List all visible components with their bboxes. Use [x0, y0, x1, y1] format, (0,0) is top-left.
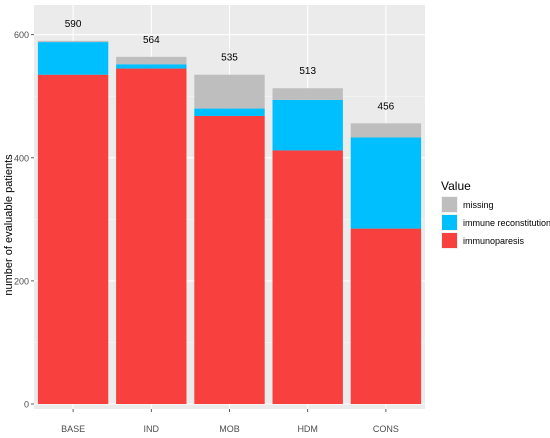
x-axis: BASE IND MOB HDM CONS: [61, 409, 399, 434]
legend-swatch-missing: [442, 197, 457, 212]
legend: Value missing immune reconstitution immuno…: [441, 179, 550, 249]
legend-swatch-immunoparesis: [442, 233, 457, 248]
bar-immune-reconstitution-mob: [194, 108, 265, 116]
bars: [37, 40, 422, 405]
x-tick-label: HDM: [297, 424, 318, 434]
y-tick-label: 400: [14, 153, 29, 163]
bar-missing-hdm: [272, 88, 343, 100]
y-axis: 0 200 400 600: [14, 30, 34, 410]
y-tick-label: 200: [14, 276, 29, 286]
legend-label: immune reconstitution: [463, 218, 550, 228]
y-tick-label: 0: [24, 400, 29, 410]
bar-immune-reconstitution-cons: [350, 137, 422, 229]
bar-missing-ind: [116, 56, 187, 65]
total-label: 590: [65, 19, 82, 30]
bar-immunoparesis-hdm: [272, 150, 343, 404]
bar-immunoparesis-mob: [194, 115, 265, 405]
bar-immunoparesis-cons: [350, 228, 422, 404]
x-tick-label: MOB: [219, 424, 240, 434]
bar-immunoparesis-base: [37, 74, 109, 405]
bar-immune-reconstitution-base: [37, 42, 109, 75]
legend-swatch-immune-reconstitution: [442, 215, 457, 230]
legend-label: missing: [463, 200, 494, 210]
y-axis-title: number of evaluable patients: [3, 154, 15, 296]
total-label: 535: [221, 53, 238, 64]
x-tick-label: IND: [144, 424, 160, 434]
legend-label: immunoparesis: [463, 236, 525, 246]
y-tick-label: 600: [14, 30, 29, 40]
x-tick-label: CONS: [373, 424, 399, 434]
total-label: 513: [299, 66, 316, 77]
x-tick-label: BASE: [61, 424, 85, 434]
bar-immune-reconstitution-ind: [116, 64, 187, 69]
bar-immune-reconstitution-hdm: [272, 99, 343, 151]
legend-title: Value: [441, 179, 471, 193]
total-labels: 590 564 535 513 456: [65, 19, 395, 112]
total-label: 564: [143, 35, 160, 46]
bar-missing-base: [37, 40, 109, 43]
bar-missing-cons: [350, 123, 422, 138]
bar-immunoparesis-ind: [116, 68, 187, 405]
bar-missing-mob: [194, 74, 265, 109]
total-label: 456: [378, 101, 395, 112]
